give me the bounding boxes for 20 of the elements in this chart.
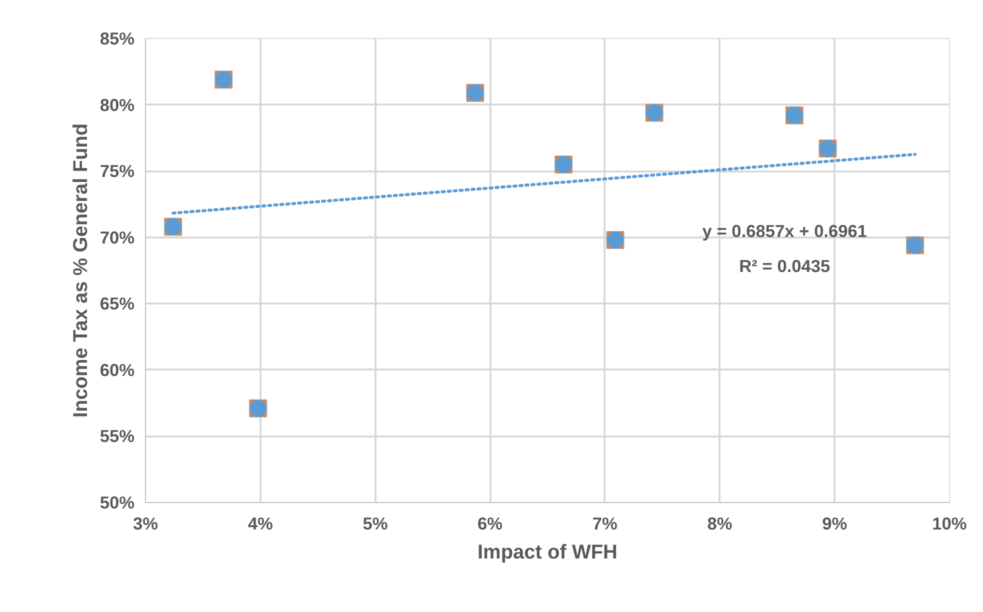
annotation: R² = 0.0435 [739, 256, 831, 276]
x-tick-label: 4% [248, 514, 273, 534]
y-tick-label: 65% [100, 294, 135, 314]
x-tick-label: 3% [132, 514, 158, 534]
y-tick-label: 85% [100, 28, 135, 48]
y-axis-title: Income Tax as % General Fund [70, 123, 92, 418]
y-tick-label: 70% [100, 227, 135, 248]
y-tick-label: 60% [100, 360, 135, 380]
y-tick-label: 50% [100, 492, 135, 512]
x-tick-label: 9% [822, 514, 848, 534]
x-tick-label: 10% [932, 514, 967, 534]
y-tick-label: 80% [100, 94, 135, 115]
y-tick-label: 75% [100, 161, 135, 182]
x-tick-label: 8% [707, 514, 732, 534]
annotation: y = 0.6857x + 0.6961 [702, 221, 868, 242]
x-tick-label: 6% [478, 514, 503, 534]
x-tick-label: 5% [362, 514, 388, 534]
x-axis-title: Impact of WFH [478, 542, 618, 564]
y-tick-label: 55% [100, 426, 135, 446]
x-tick-label: 7% [592, 514, 618, 534]
